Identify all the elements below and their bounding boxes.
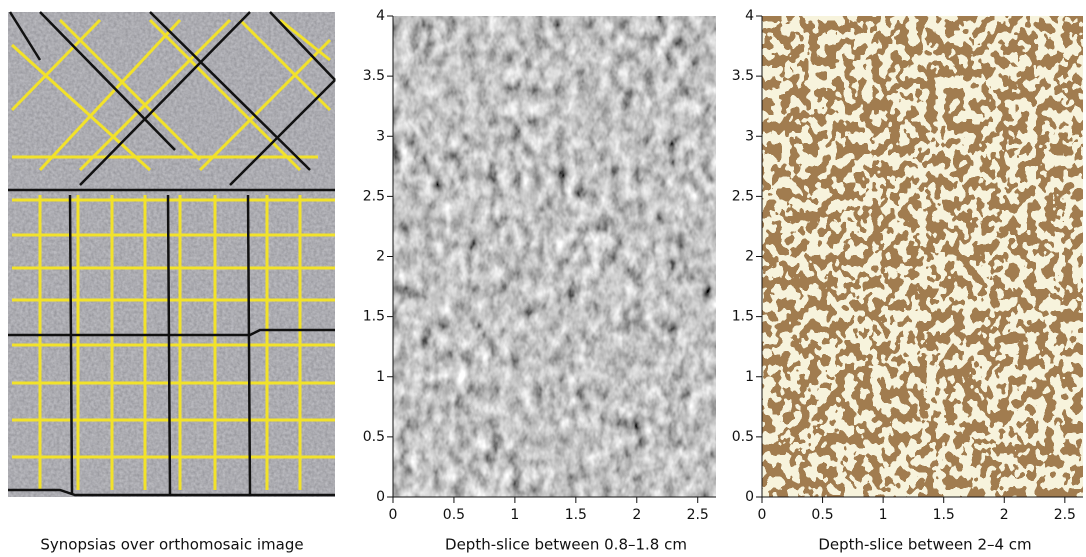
x-tick-label: 0.5 xyxy=(443,507,465,523)
caption: Depth-slice between 0.8–1.8 cm xyxy=(445,536,687,554)
x-tick-label: 2 xyxy=(632,507,641,523)
y-tick-label: 0.5 xyxy=(732,429,754,445)
x-tick-label: 1 xyxy=(879,507,888,523)
x-tick-label: 0 xyxy=(389,507,398,523)
x-tick-label: 2.5 xyxy=(1054,507,1076,523)
y-tick-label: 2 xyxy=(376,249,385,265)
x-tick-label: 1.5 xyxy=(933,507,955,523)
x-tick-label: 2.5 xyxy=(687,507,709,523)
x-tick-label: 0 xyxy=(758,507,767,523)
y-tick-label: 1 xyxy=(376,369,385,385)
y-tick-label: 3.5 xyxy=(732,68,754,84)
orthomosaic-panel xyxy=(8,12,335,497)
y-tick-label: 1 xyxy=(745,369,754,385)
y-tick-label: 2 xyxy=(745,249,754,265)
depth-slice-image xyxy=(762,16,1083,497)
y-tick-label: 2.5 xyxy=(732,188,754,204)
y-tick-label: 0 xyxy=(376,489,385,505)
y-tick-label: 4 xyxy=(745,8,754,24)
y-tick-label: 2.5 xyxy=(363,188,385,204)
x-tick-label: 0.5 xyxy=(811,507,833,523)
y-tick-label: 0.5 xyxy=(363,429,385,445)
caption: Depth-slice between 2–4 cm xyxy=(818,536,1031,554)
x-tick-label: 2 xyxy=(1000,507,1009,523)
y-tick-label: 3 xyxy=(745,128,754,144)
y-tick-label: 4 xyxy=(376,8,385,24)
figure: Synopsias over orthomosaic image Depth-sl… xyxy=(0,0,1086,557)
y-tick-label: 0 xyxy=(745,489,754,505)
y-tick-label: 3 xyxy=(376,128,385,144)
y-tick-label: 1.5 xyxy=(363,309,385,325)
x-tick-label: 1 xyxy=(510,507,519,523)
depth-slice-image xyxy=(393,16,716,497)
y-tick-label: 3.5 xyxy=(363,68,385,84)
x-tick-label: 1.5 xyxy=(565,507,587,523)
y-tick-label: 1.5 xyxy=(732,309,754,325)
caption: Synopsias over orthomosaic image xyxy=(40,536,303,554)
